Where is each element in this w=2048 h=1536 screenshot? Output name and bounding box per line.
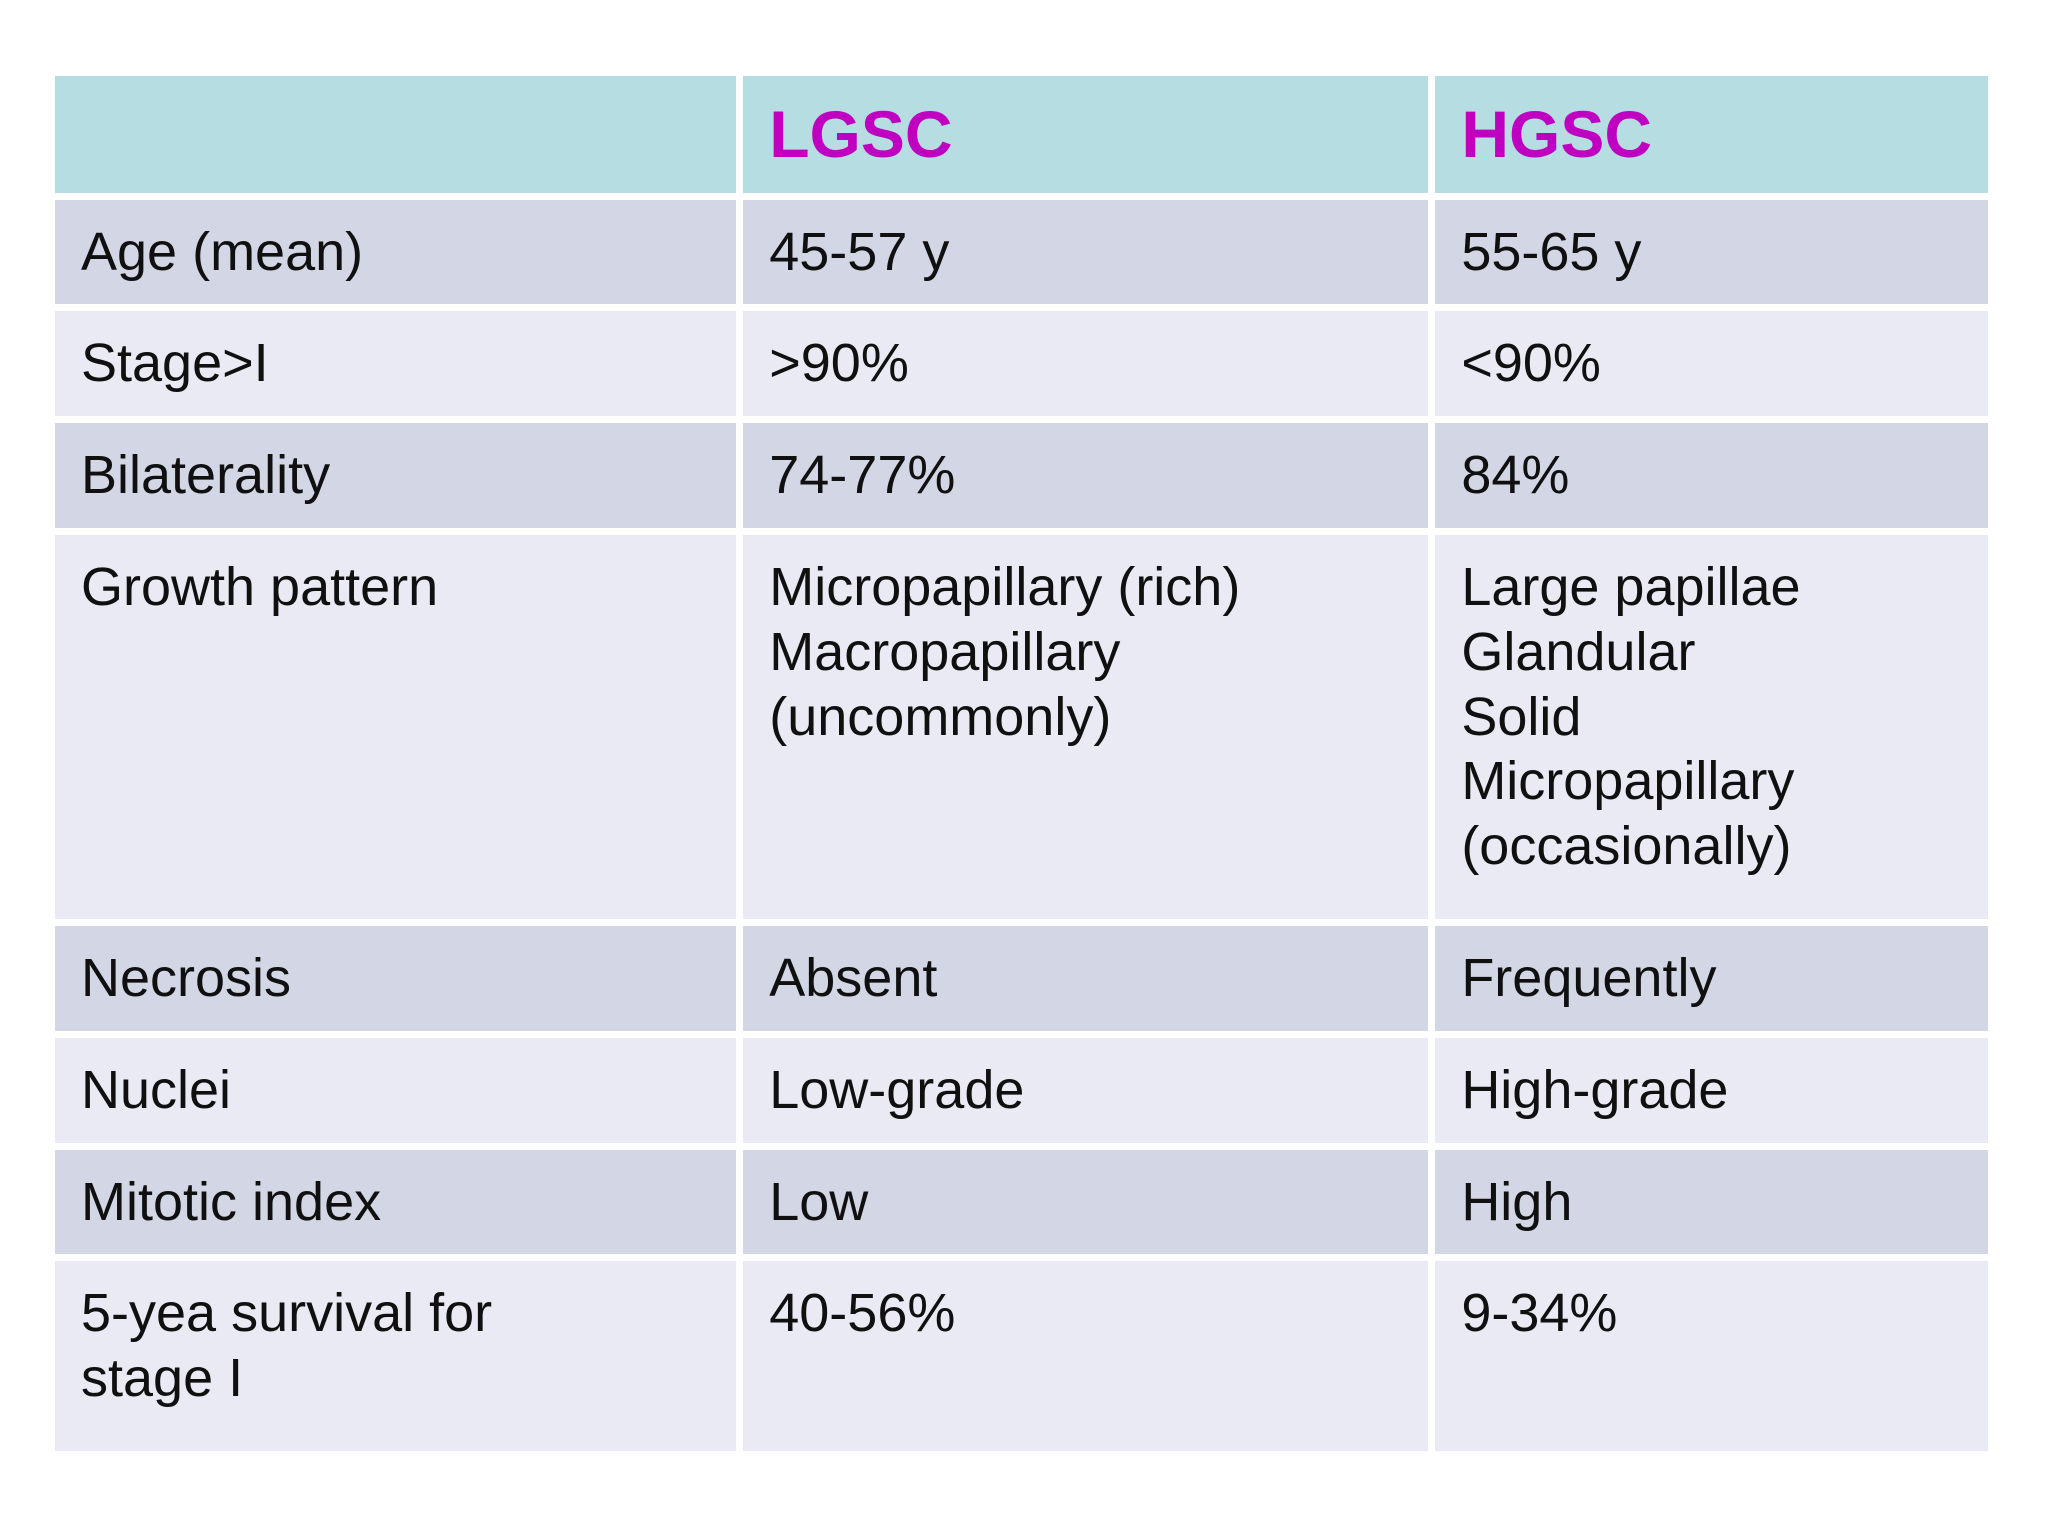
header-cell-lgsc: LGSC xyxy=(743,76,1429,193)
row-label-cell: Age (mean) xyxy=(55,199,737,305)
hgsc-value-cell: 84% xyxy=(1435,423,1988,528)
header-cell-empty xyxy=(55,76,737,193)
row-label-cell: Nuclei xyxy=(55,1037,737,1143)
row-label-cell: Necrosis xyxy=(55,925,737,1031)
lgsc-value-cell: >90% xyxy=(743,311,1429,417)
row-label-cell: Growth pattern xyxy=(55,534,737,919)
lgsc-value-cell: 40-56% xyxy=(743,1261,1429,1451)
hgsc-value-cell: High-grade xyxy=(1435,1037,1988,1143)
header-cell-hgsc: HGSC xyxy=(1435,76,1988,193)
lgsc-value-cell: Micropapillary (rich) Macropapillary (un… xyxy=(743,534,1429,919)
row-label-cell: Bilaterality xyxy=(55,423,737,528)
lgsc-value-cell: 74-77% xyxy=(743,423,1429,528)
hgsc-value-cell: Large papillae Glandular Solid Micropapi… xyxy=(1435,534,1988,919)
comparison-table: LGSC HGSC Age (mean) 45-57 y 55-65 y Sta… xyxy=(55,76,1988,1451)
hgsc-value-cell: High xyxy=(1435,1149,1988,1255)
lgsc-value-cell: Low-grade xyxy=(743,1037,1429,1143)
hgsc-value-cell: <90% xyxy=(1435,311,1988,417)
hgsc-value-cell: 55-65 y xyxy=(1435,199,1988,305)
row-label-cell: Stage>I xyxy=(55,311,737,417)
lgsc-value-cell: 45-57 y xyxy=(743,199,1429,305)
row-label-cell: Mitotic index xyxy=(55,1149,737,1255)
lgsc-value-cell: Low xyxy=(743,1149,1429,1255)
hgsc-value-cell: Frequently xyxy=(1435,925,1988,1031)
row-label-cell: 5-yea survival for stage I xyxy=(55,1261,737,1451)
hgsc-value-cell: 9-34% xyxy=(1435,1261,1988,1451)
lgsc-value-cell: Absent xyxy=(743,925,1429,1031)
